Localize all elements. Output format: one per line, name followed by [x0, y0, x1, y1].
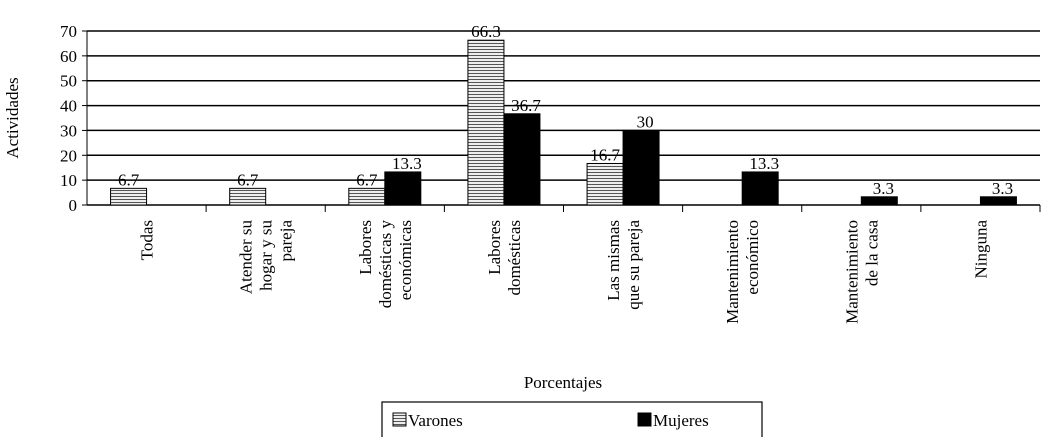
legend-label: Mujeres: [653, 411, 709, 430]
y-tick-label: 60: [60, 47, 77, 66]
x-tick-label: Laboresdomésticas yeconómicas: [356, 220, 415, 309]
y-axis-label: Actividades: [3, 77, 22, 158]
x-tick-label: Las mismasque su pareja: [604, 220, 643, 310]
data-label: 3.3: [992, 179, 1013, 198]
legend-swatch: [637, 412, 652, 427]
x-axis-label: Porcentajes: [524, 373, 602, 392]
data-label: 30: [637, 112, 654, 131]
x-tick-label: Todas: [138, 220, 157, 260]
bar: [503, 113, 541, 206]
bar: [384, 171, 422, 206]
y-tick-label: 0: [69, 196, 78, 215]
bar: [860, 196, 898, 206]
data-label: 16.7: [590, 145, 620, 164]
y-tick-label: 10: [60, 171, 77, 190]
bar: [110, 187, 148, 206]
data-label: 66.3: [471, 22, 501, 41]
y-tick-label: 40: [60, 97, 77, 116]
legend-box: [381, 401, 763, 437]
bar: [622, 129, 660, 206]
y-tick-label: 30: [60, 121, 77, 140]
data-label: 13.3: [392, 154, 422, 173]
data-label: 6.7: [237, 170, 259, 189]
data-label: 13.3: [749, 154, 779, 173]
x-tick-label: Mantenimientode la casa: [842, 220, 881, 324]
legend-swatch: [392, 412, 407, 427]
y-tick-label: 70: [60, 22, 77, 41]
bar: [979, 196, 1017, 206]
x-tick-label: Atender suhogar y supareja: [237, 220, 296, 295]
bar: [467, 39, 505, 206]
legend-label: Varones: [408, 411, 463, 430]
data-label: 6.7: [356, 170, 378, 189]
bar: [741, 171, 779, 206]
y-tick-label: 50: [60, 72, 77, 91]
y-tick-label: 20: [60, 146, 77, 165]
x-tick-label: Laboresdomésticas: [485, 220, 524, 296]
x-tick-label: Ninguna: [971, 220, 990, 279]
bar: [348, 187, 386, 206]
bar: [229, 187, 267, 206]
data-label: 6.7: [118, 170, 140, 189]
x-tick-label: Mantenimientoeconómico: [723, 220, 762, 324]
data-label: 3.3: [873, 179, 894, 198]
data-label: 36.7: [511, 96, 541, 115]
bar: [586, 162, 624, 206]
